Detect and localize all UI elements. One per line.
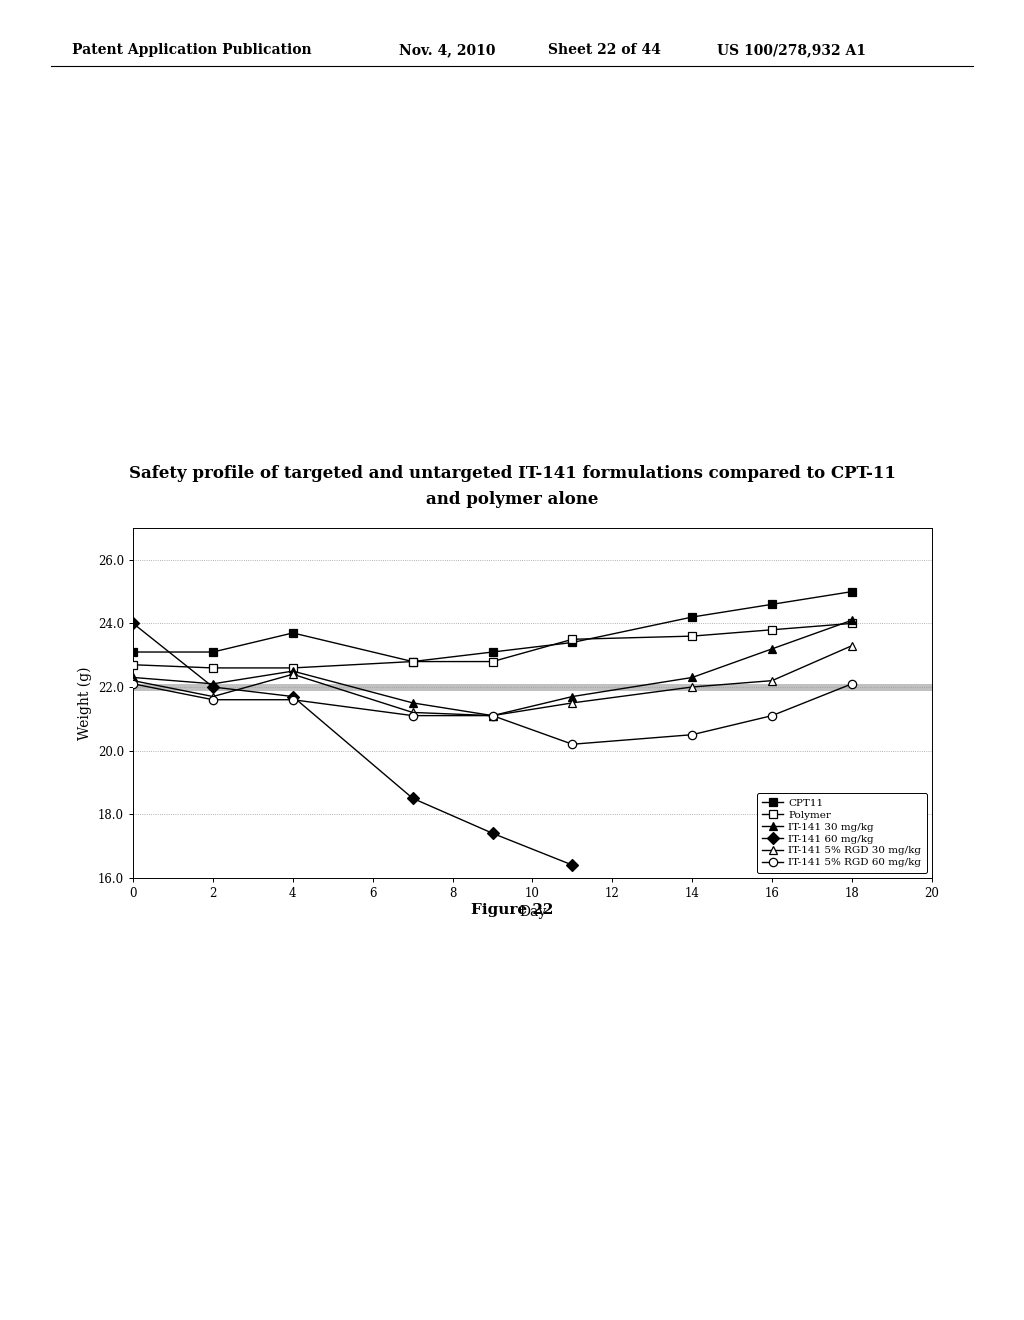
IT-141 5% RGD 30 mg/kg <box>566 694 579 710</box>
Polymer <box>846 615 858 631</box>
IT-141 5% RGD 60 mg/kg <box>766 708 778 723</box>
Text: Sheet 22 of 44: Sheet 22 of 44 <box>548 44 660 57</box>
IT-141 5% RGD 30 mg/kg <box>486 708 499 723</box>
IT-141 30 mg/kg <box>686 669 698 685</box>
CPT11 <box>207 644 219 660</box>
IT-141 5% RGD 30 mg/kg <box>127 673 139 689</box>
IT-141 5% RGD 30 mg/kg <box>407 705 419 721</box>
IT-141 5% RGD 60 mg/kg <box>486 708 499 723</box>
IT-141 5% RGD 60 mg/kg <box>207 692 219 708</box>
IT-141 60 mg/kg <box>127 615 139 631</box>
IT-141 30 mg/kg <box>127 669 139 685</box>
IT-141 30 mg/kg <box>566 689 579 705</box>
Text: Safety profile of targeted and untargeted IT-141 formulations compared to CPT-11: Safety profile of targeted and untargete… <box>129 465 895 482</box>
IT-141 30 mg/kg <box>287 663 299 678</box>
IT-141 5% RGD 60 mg/kg <box>127 676 139 692</box>
Polymer <box>127 657 139 673</box>
Line: CPT11: CPT11 <box>129 587 856 665</box>
Polymer <box>207 660 219 676</box>
IT-141 5% RGD 30 mg/kg <box>207 689 219 705</box>
Line: IT-141 5% RGD 30 mg/kg: IT-141 5% RGD 30 mg/kg <box>129 642 856 719</box>
IT-141 30 mg/kg <box>846 612 858 628</box>
Polymer <box>686 628 698 644</box>
Line: IT-141 60 mg/kg: IT-141 60 mg/kg <box>129 619 577 870</box>
IT-141 30 mg/kg <box>486 708 499 723</box>
IT-141 30 mg/kg <box>407 694 419 710</box>
Polymer <box>566 631 579 647</box>
IT-141 60 mg/kg <box>566 857 579 873</box>
CPT11 <box>287 624 299 640</box>
CPT11 <box>566 635 579 651</box>
Line: IT-141 30 mg/kg: IT-141 30 mg/kg <box>129 616 856 719</box>
CPT11 <box>486 644 499 660</box>
Text: Nov. 4, 2010: Nov. 4, 2010 <box>399 44 496 57</box>
Polymer <box>407 653 419 669</box>
IT-141 5% RGD 30 mg/kg <box>846 638 858 653</box>
Line: Polymer: Polymer <box>129 619 856 672</box>
IT-141 30 mg/kg <box>207 676 219 692</box>
Text: US 100/278,932 A1: US 100/278,932 A1 <box>717 44 866 57</box>
IT-141 5% RGD 60 mg/kg <box>407 708 419 723</box>
X-axis label: Day: Day <box>519 906 546 920</box>
Legend: CPT11, Polymer, IT-141 30 mg/kg, IT-141 60 mg/kg, IT-141 5% RGD 30 mg/kg, IT-141: CPT11, Polymer, IT-141 30 mg/kg, IT-141 … <box>757 793 927 873</box>
IT-141 30 mg/kg <box>766 642 778 657</box>
Polymer <box>287 660 299 676</box>
IT-141 60 mg/kg <box>207 678 219 694</box>
IT-141 5% RGD 60 mg/kg <box>287 692 299 708</box>
Text: and polymer alone: and polymer alone <box>426 491 598 508</box>
IT-141 5% RGD 60 mg/kg <box>566 737 579 752</box>
IT-141 60 mg/kg <box>407 791 419 807</box>
Polymer <box>486 653 499 669</box>
CPT11 <box>686 609 698 624</box>
IT-141 60 mg/kg <box>486 825 499 841</box>
IT-141 5% RGD 60 mg/kg <box>846 676 858 692</box>
Y-axis label: Weight (g): Weight (g) <box>78 667 92 739</box>
Polymer <box>766 622 778 638</box>
CPT11 <box>407 653 419 669</box>
Line: IT-141 5% RGD 60 mg/kg: IT-141 5% RGD 60 mg/kg <box>129 680 856 748</box>
IT-141 5% RGD 60 mg/kg <box>686 727 698 743</box>
IT-141 5% RGD 30 mg/kg <box>686 678 698 694</box>
CPT11 <box>127 644 139 660</box>
IT-141 5% RGD 30 mg/kg <box>287 667 299 682</box>
Text: Patent Application Publication: Patent Application Publication <box>72 44 311 57</box>
CPT11 <box>846 583 858 599</box>
IT-141 5% RGD 30 mg/kg <box>766 673 778 689</box>
CPT11 <box>766 597 778 612</box>
IT-141 60 mg/kg <box>287 689 299 705</box>
Text: Figure 22: Figure 22 <box>471 903 553 917</box>
